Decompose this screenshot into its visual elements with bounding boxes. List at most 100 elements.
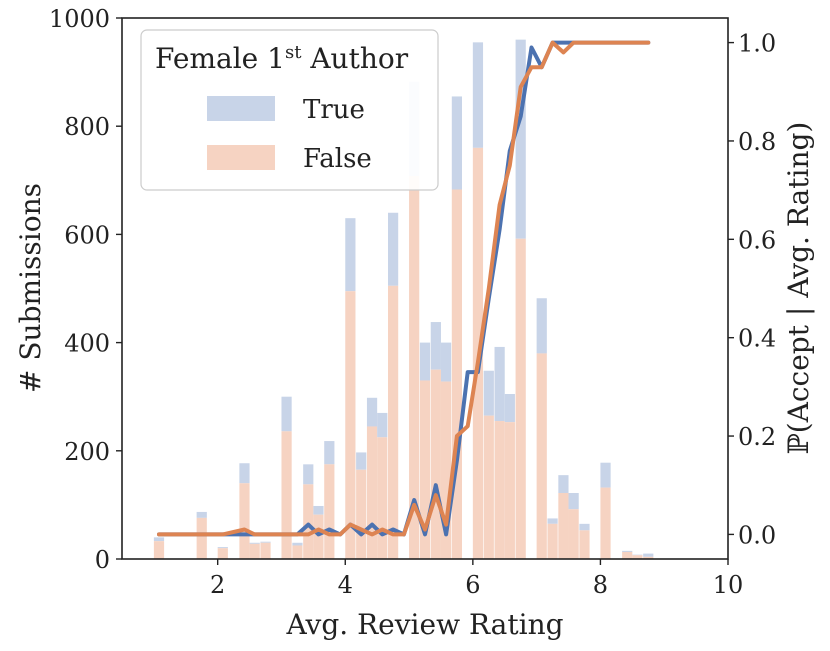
x-tick-label-0: 2	[210, 571, 225, 599]
y2-tick-label-5: 1.0	[738, 30, 776, 58]
bar-false-34	[643, 556, 654, 559]
bar-true-21	[472, 42, 484, 148]
bar-false-5	[260, 542, 271, 559]
bar-false-11	[345, 291, 356, 559]
bar-false-9	[313, 514, 324, 559]
bar-true-27	[547, 518, 558, 524]
y-ticks: 0 200 400 600 800 1000	[49, 5, 122, 574]
bar-true-28	[558, 475, 569, 493]
y2-tick-label-0: 0.0	[738, 521, 776, 549]
y-axis-label: # Submissions	[14, 183, 47, 393]
bar-false-33	[632, 555, 643, 559]
x-tick-label-2: 6	[465, 571, 480, 599]
y2-tick-label-3: 0.6	[738, 226, 776, 254]
y-tick-label-0: 0	[95, 546, 110, 574]
bar-true-5	[260, 541, 271, 543]
bar-false-18	[430, 369, 441, 559]
bar-true-3	[239, 463, 250, 484]
bar-true-18	[430, 322, 441, 370]
bar-false-7	[292, 545, 303, 559]
bar-false-13	[366, 426, 378, 559]
bar-false-24	[504, 422, 515, 559]
bar-false-26	[536, 353, 547, 559]
bar-false-17	[419, 380, 431, 559]
bar-false-28	[558, 492, 569, 559]
x-tick-label-3: 8	[593, 571, 608, 599]
legend-swatch-true	[207, 96, 275, 121]
bar-true-30	[579, 523, 590, 531]
bar-false-12	[356, 469, 367, 559]
bar-true-31	[600, 462, 611, 488]
y-tick-label-2: 400	[64, 330, 110, 358]
bar-true-17	[419, 342, 431, 381]
bar-true-8	[303, 464, 314, 485]
bar-false-23	[494, 421, 505, 559]
bar-true-26	[536, 298, 547, 354]
x-axis-label: Avg. Review Rating	[285, 608, 563, 641]
legend: Female 1st Author True False	[140, 29, 439, 191]
bar-true-20	[451, 96, 462, 190]
legend-swatch-false	[207, 145, 275, 170]
bar-true-7	[292, 542, 303, 546]
bar-true-4	[249, 542, 260, 544]
bar-true-23	[494, 346, 505, 422]
legend-title: Female 1st Author	[155, 42, 409, 75]
y2-ticks: 0.0 0.2 0.4 0.6 0.8 1.0	[728, 30, 776, 549]
x-ticks: 2 4 6 8 10	[210, 559, 743, 599]
bar-true-34	[643, 553, 654, 557]
bar-true-29	[568, 492, 579, 510]
line-false	[157, 40, 651, 537]
bar-false-15	[388, 285, 399, 559]
bar-false-32	[622, 551, 633, 559]
bar-true-15	[388, 212, 399, 286]
bar-true-13	[366, 397, 378, 427]
bar-true-10	[324, 441, 335, 465]
bar-true-12	[356, 452, 367, 470]
plot-frame	[121, 17, 729, 560]
bar-false-29	[568, 509, 579, 559]
bar-true-9	[313, 505, 324, 515]
bars-layer	[153, 39, 654, 560]
y2-tick-label-2: 0.4	[738, 325, 776, 353]
y2-tick-label-4: 0.8	[738, 128, 776, 156]
bar-false-27	[547, 523, 558, 559]
bar-true-11	[345, 218, 356, 292]
bar-false-4	[249, 543, 260, 559]
bar-true-32	[622, 550, 633, 552]
bar-true-14	[377, 412, 388, 438]
bar-false-25	[515, 238, 526, 559]
legend-label-true: True	[303, 95, 365, 125]
bar-true-22	[483, 370, 494, 416]
bar-true-6	[281, 396, 292, 432]
bar-true-33	[632, 554, 643, 556]
bar-false-0	[153, 541, 165, 559]
bar-false-22	[483, 415, 494, 559]
bar-false-3	[239, 483, 250, 559]
bar-false-31	[600, 487, 611, 559]
bar-true-1	[196, 511, 207, 518]
bar-true-19	[440, 342, 452, 382]
legend-title-main: Female 1	[155, 42, 285, 75]
bar-false-2	[217, 548, 228, 559]
bar-false-20	[451, 189, 462, 559]
x-tick-label-4: 10	[713, 571, 744, 599]
bar-false-30	[579, 530, 590, 559]
bar-true-24	[504, 393, 515, 423]
bar-false-19	[440, 381, 452, 559]
bar-true-25	[515, 39, 526, 239]
bar-false-16	[409, 175, 420, 560]
legend-title-sup: st	[285, 42, 302, 63]
bar-false-6	[281, 431, 292, 559]
bar-false-14	[377, 437, 388, 559]
bar-true-0	[153, 537, 165, 542]
bar-false-1	[196, 517, 207, 559]
y-tick-label-4: 800	[64, 113, 110, 141]
y-tick-label-3: 600	[64, 221, 110, 249]
x-tick-label-1: 4	[338, 571, 353, 599]
bar-true-2	[217, 547, 228, 549]
y-tick-label-5: 1000	[49, 5, 110, 33]
bar-false-10	[324, 464, 335, 559]
y-tick-label-1: 200	[64, 438, 110, 466]
legend-title-rest: Author	[301, 42, 408, 75]
